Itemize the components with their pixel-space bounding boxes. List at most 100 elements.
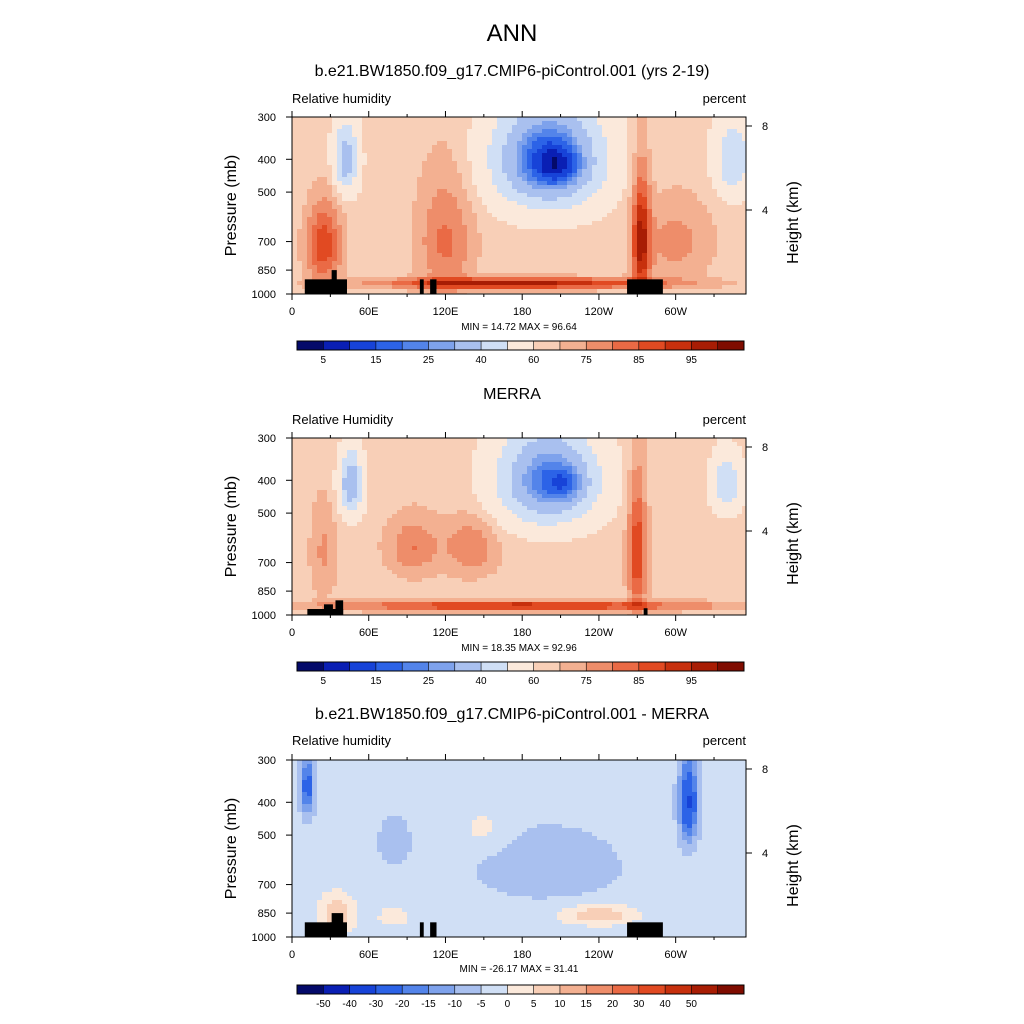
colorbar-box	[612, 341, 640, 350]
panel-2-topography-3	[335, 600, 344, 615]
colorbar-box	[349, 341, 377, 350]
panel-2-x-tick-label: 180	[513, 627, 531, 639]
panel-2-minmax: MIN = 18.35 MAX = 92.96	[461, 643, 577, 654]
colorbar-box	[349, 985, 377, 994]
panel-2-x-tick-label: 0	[289, 627, 295, 639]
panel-2-y-tick-label: 700	[258, 558, 276, 570]
colorbar-tick-label: 15	[370, 355, 382, 366]
colorbar-tick-label: 60	[528, 355, 540, 366]
panel-2-y-tick-label: 400	[258, 475, 276, 487]
panel-1-x-tick-label: 60W	[664, 306, 687, 318]
colorbar-tick-label: 40	[475, 355, 487, 366]
colorbar-box	[717, 985, 745, 994]
panel-2-plot: 0 60E 120E 180 120W 60W 300 400 500 700 850 1000 8 4 P…	[223, 432, 802, 687]
panel-1-topography-6	[627, 279, 663, 294]
colorbar-box	[533, 662, 561, 671]
panel-1-x-tick-label: 120W	[585, 306, 614, 318]
panel-3-y-tick-label: 850	[258, 908, 276, 920]
colorbar-box	[375, 341, 403, 350]
colorbar-tick-label: 15	[370, 676, 382, 687]
panel-2-variable-label: Relative Humidity	[292, 412, 394, 427]
panel-3-y-tick-label: 500	[258, 830, 276, 842]
colorbar-box	[638, 341, 666, 350]
colorbar-box	[638, 985, 666, 994]
panel-1-y-axis-title: Pressure (mb)	[223, 155, 240, 256]
panel-1-y2-tick-label: 4	[762, 205, 768, 217]
colorbar-box	[717, 662, 745, 671]
colorbar-box	[559, 985, 587, 994]
colorbar-box	[428, 341, 456, 350]
colorbar-tick-label: 30	[633, 999, 645, 1010]
colorbar-box	[402, 985, 429, 994]
colorbar-box	[507, 662, 534, 671]
colorbar-frame	[296, 661, 745, 672]
panel-1-y-tick-label: 300	[258, 112, 276, 124]
panel-1-y-tick-label: 700	[258, 237, 276, 249]
panel-2-topography-2	[323, 604, 333, 615]
panel-2-field	[292, 438, 746, 615]
panel-2-y2-tick-label: 8	[762, 442, 768, 454]
colorbar-tick-label: 20	[607, 999, 619, 1010]
colorbar-box	[665, 341, 692, 350]
colorbar-tick-label: 75	[581, 676, 593, 687]
panel-1-x-tick-label: 60E	[359, 306, 379, 318]
panel-2-frame	[291, 437, 747, 616]
colorbar-box	[665, 662, 692, 671]
panel-3-y2-tick-label: 4	[762, 848, 768, 860]
colorbar-box	[691, 985, 719, 994]
colorbar-tick-label: 75	[581, 355, 593, 366]
panel-2-y-tick-label: 300	[258, 433, 276, 445]
panel-1-field	[292, 117, 746, 294]
colorbar-box	[349, 662, 377, 671]
colorbar-box	[586, 662, 613, 671]
colorbar-box	[454, 662, 482, 671]
panel-3-x-tick-label: 120E	[433, 949, 459, 961]
panel-3-topography-6	[627, 922, 663, 937]
colorbar-box	[665, 985, 692, 994]
panel-1-title: b.e21.BW1850.f09_g17.CMIP6-piControl.001…	[314, 63, 710, 80]
colorbar-tick-label: 5	[321, 676, 327, 687]
panel-1-plot: 0 60E 120E 180 120W 60W 300 400 500 700 850 1000 8 4 P…	[223, 111, 802, 366]
colorbar-box	[691, 341, 719, 350]
colorbar-box	[586, 341, 613, 350]
colorbar-tick-label: 25	[423, 676, 435, 687]
panel-1-minmax: MIN = 14.72 MAX = 96.64	[461, 322, 577, 333]
panel-3-y-tick-label: 400	[258, 797, 276, 809]
panel-1-topography-3	[331, 270, 337, 294]
panel-2-x-tick-label: 120W	[585, 627, 614, 639]
colorbar-tick-label: -40	[342, 999, 357, 1010]
panel-2-topography-4	[643, 608, 648, 615]
colorbar-box	[533, 985, 561, 994]
panel-2-x-tick-label: 120E	[433, 627, 459, 639]
colorbar-box	[375, 985, 403, 994]
colorbar-tick-label: -30	[369, 999, 384, 1010]
colorbar-frame	[296, 340, 745, 351]
panel-3-x-tick-label: 60W	[664, 949, 687, 961]
panel-3-y-tick-label: 300	[258, 755, 276, 767]
colorbar-box	[297, 662, 324, 671]
panel-3-x-tick-label: 120W	[585, 949, 614, 961]
colorbar-box	[428, 662, 456, 671]
colorbar-box	[533, 341, 561, 350]
panel-1-units-label: percent	[702, 91, 746, 106]
panel-3-x-tick-label: 180	[513, 949, 531, 961]
colorbar-box	[481, 662, 508, 671]
panel-2-y2-axis-title: Height (km)	[785, 502, 802, 585]
panel-1-y2-tick-label: 8	[762, 121, 768, 133]
colorbar-tick-label: -10	[448, 999, 463, 1010]
panel-1-variable-label: Relative humidity	[292, 91, 391, 106]
panel-2-units-label: percent	[702, 412, 746, 427]
colorbar-tick-label: 0	[505, 999, 511, 1010]
colorbar-box	[402, 341, 429, 350]
panel-3-title: b.e21.BW1850.f09_g17.CMIP6-piControl.001…	[315, 706, 709, 723]
colorbar-box	[717, 341, 745, 350]
colorbar-box	[507, 985, 534, 994]
panel-3-colorbar: -50 -40 -30 -20 -15 -10 -5 0 5 10 15 20 30 40 50	[296, 984, 745, 1010]
panel-1-x-tick-label: 120E	[433, 306, 459, 318]
colorbar-box	[297, 985, 324, 994]
colorbar-tick-label: 60	[528, 676, 540, 687]
colorbar-box	[559, 341, 587, 350]
colorbar-box	[297, 341, 324, 350]
colorbar-tick-label: 95	[686, 676, 698, 687]
